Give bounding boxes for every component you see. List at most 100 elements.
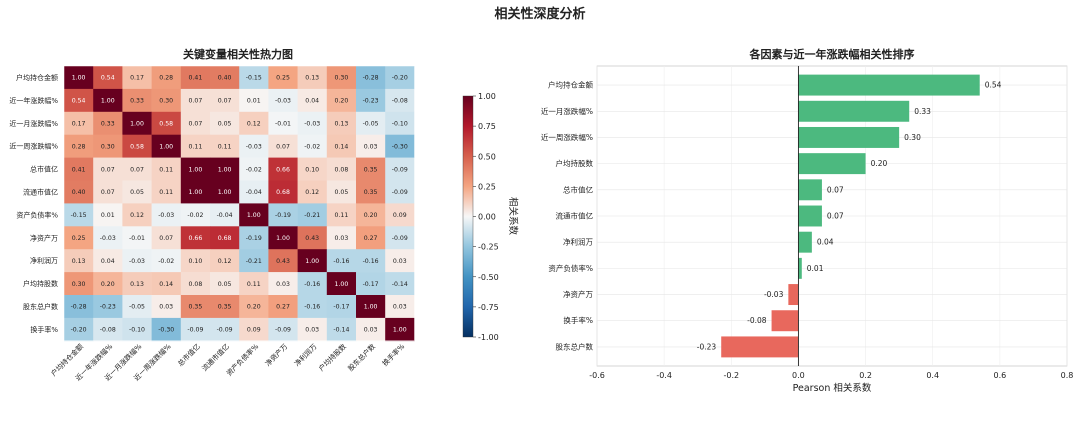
heatmap-cell-value: 0.28 [159, 75, 173, 82]
heatmap-cell-value: -0.09 [217, 327, 233, 334]
heatmap-cell-value: -0.01 [275, 120, 291, 127]
heatmap-cell-value: 0.04 [305, 98, 319, 105]
heatmap-cell [64, 317, 94, 342]
bar [771, 310, 799, 332]
heatmap-cell-value: 0.13 [72, 258, 86, 265]
heatmap-y-label: 换手率% [30, 325, 58, 334]
heatmap-cell-value: 0.05 [130, 189, 144, 196]
heatmap-cell [268, 157, 298, 181]
heatmap-cell-value: 0.05 [218, 120, 232, 127]
heatmap-cell-value: 0.08 [335, 166, 349, 173]
heatmap-cell-value: 0.12 [130, 212, 144, 219]
heatmap-cell [268, 88, 298, 113]
heatmap-cell-value: -0.17 [363, 281, 379, 288]
heatmap-cell-value: -0.02 [304, 143, 320, 150]
bar-chart-title: 各因素与近一年涨跌幅相关性排序 [749, 47, 915, 61]
heatmap-cell-value: 0.11 [159, 189, 173, 196]
bar [788, 284, 799, 306]
heatmap-cell [210, 180, 240, 204]
bar-value-label: 0.33 [914, 107, 931, 116]
heatmap-cell [122, 317, 152, 342]
heatmap-cell-value: -0.09 [187, 327, 203, 334]
heatmap-cell-value: 0.33 [130, 98, 144, 105]
heatmap-cell-value: -0.08 [392, 98, 408, 105]
heatmap-cell [268, 295, 298, 319]
heatmap-y-label: 股东总户数 [23, 302, 58, 311]
heatmap-cell [239, 203, 269, 227]
heatmap-x-label: 净资产万 [263, 342, 289, 368]
heatmap-cell-value: -0.02 [158, 258, 174, 265]
heatmap-cell-value: 0.03 [159, 304, 173, 311]
heatmap-cell [64, 157, 94, 181]
heatmap-cell-value: 1.00 [72, 75, 86, 82]
heatmap-cell-value: 0.43 [276, 258, 290, 265]
bar [798, 153, 866, 175]
heatmap-cell [151, 66, 182, 90]
heatmap-cell [356, 66, 386, 90]
heatmap-cell [64, 180, 94, 204]
heatmap-cell [356, 180, 386, 204]
heatmap-cell [93, 157, 123, 181]
heatmap-y-label: 近一周涨跌幅% [9, 142, 58, 151]
heatmap-cells: 1.00 0.54 0.17 0.28 0.41 0.40 -0.15 0.25 0.13 0.3… [63, 65, 415, 342]
heatmap-cell-value: 0.03 [364, 143, 378, 150]
heatmap-cell-value: 0.30 [159, 98, 173, 105]
heatmap-cell-value: 0.04 [101, 258, 115, 265]
heatmap-cell [93, 295, 123, 319]
heatmap-cell-value: -0.15 [71, 212, 87, 219]
heatmap-cell-value: 0.30 [335, 75, 349, 82]
heatmap-cell [385, 317, 415, 342]
heatmap-cell [385, 66, 415, 90]
heatmap-cell-value: 0.27 [364, 235, 378, 242]
bar [798, 74, 980, 96]
heatmap-cell-value: -0.04 [217, 212, 233, 219]
heatmap-cell-value: 1.00 [218, 166, 232, 173]
bar [798, 100, 910, 122]
heatmap-cell [385, 134, 415, 158]
heatmap-cell-value: -0.20 [392, 75, 408, 82]
heatmap-cell [239, 134, 269, 158]
heatmap-cell-value: 0.40 [218, 75, 232, 82]
heatmap-cell-value: -0.03 [304, 120, 320, 127]
colorbar-tick-label: -0.50 [478, 273, 499, 282]
heatmap-cell-value: 0.12 [247, 120, 261, 127]
heatmap-cell-value: 0.35 [189, 304, 203, 311]
bar-x-tick-label: 0.0 [792, 371, 805, 380]
heatmap-cell-value: 0.07 [218, 98, 232, 105]
heatmap-cell-value: 0.35 [218, 304, 232, 311]
heatmap-cell-value: 0.35 [364, 166, 378, 173]
heatmap-cell [151, 317, 182, 342]
heatmap-cell-value: -0.03 [275, 98, 291, 105]
heatmap-y-label: 户均持股数 [23, 279, 58, 288]
heatmap-cell [268, 226, 298, 250]
heatmap-cell-value: 0.20 [335, 98, 349, 105]
heatmap-cell [356, 157, 386, 181]
heatmap-cell-value: 0.27 [276, 304, 290, 311]
heatmap-x-label: 换手率% [380, 342, 406, 368]
heatmap-cell-value: -0.05 [129, 304, 145, 311]
heatmap-cell [326, 88, 357, 113]
heatmap-y-label: 流通市值亿 [23, 187, 58, 196]
heatmap-cell [151, 249, 182, 273]
heatmap-cell-value: -0.09 [392, 189, 408, 196]
heatmap-cell-value: 1.00 [218, 189, 232, 196]
heatmap-cell [326, 157, 357, 181]
heatmap-cell-value: 0.30 [72, 281, 86, 288]
colorbar [462, 95, 474, 338]
heatmap-cell-value: -0.15 [246, 75, 262, 82]
heatmap-cell [122, 134, 152, 158]
heatmap-cell-value: 0.20 [364, 212, 378, 219]
heatmap-cell-value: 1.00 [130, 120, 144, 127]
heatmap-cell-value: -0.02 [246, 166, 262, 173]
heatmap-cell [385, 180, 415, 204]
heatmap-y-label: 资产负债率% [16, 210, 58, 219]
heatmap-cell-value: 0.09 [393, 212, 407, 219]
heatmap-cell [297, 134, 328, 158]
heatmap-cell [122, 157, 152, 181]
heatmap-cell [210, 249, 240, 273]
heatmap-x-label: 股东总户数 [346, 342, 377, 373]
heatmap-cell [326, 134, 357, 158]
